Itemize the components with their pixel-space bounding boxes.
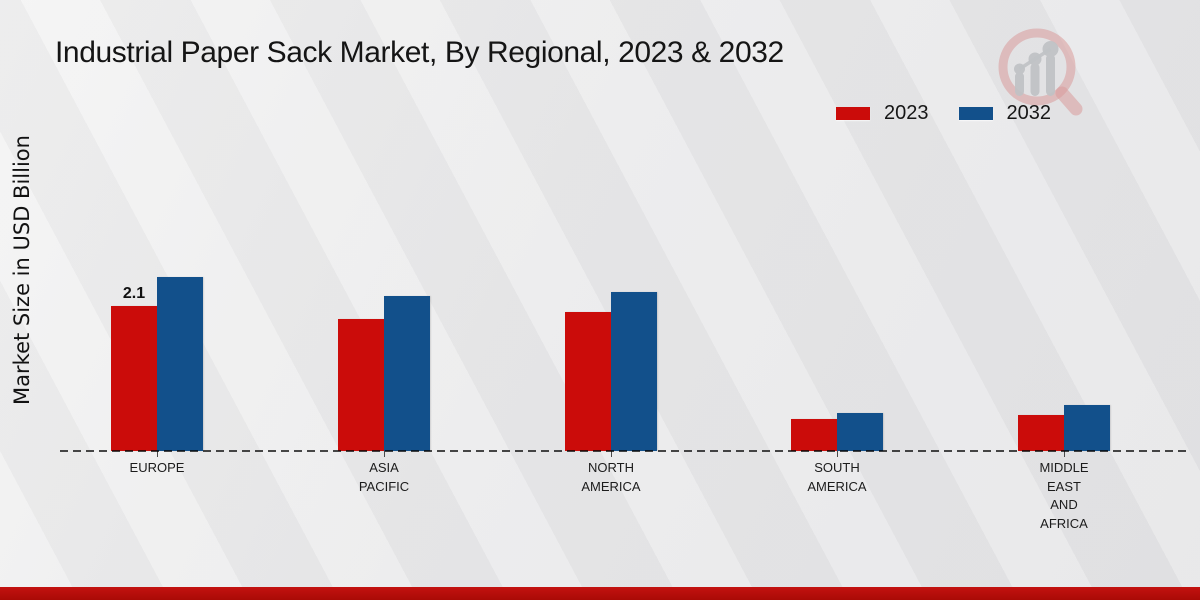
bar-2023-europe <box>111 306 157 451</box>
legend-swatch-2023-icon <box>836 107 870 120</box>
x-axis-category-label-south-america: SOUTH AMERICA <box>807 460 867 494</box>
x-axis-category-label-europe: EUROPE <box>129 460 185 475</box>
bar-2023-north-america <box>565 312 611 451</box>
bar-value-label-2023-europe: 2.1 <box>122 285 146 302</box>
x-axis-tick-middle-east-and-africa <box>1064 451 1065 457</box>
x-axis-category-label-asia-pacific: ASIA PACIFIC <box>358 460 410 494</box>
legend: 2023 2032 <box>836 102 1051 125</box>
bar-2032-middle-east-and-africa <box>1064 405 1110 451</box>
magnifier-growth-chart-logo-icon <box>998 28 1083 116</box>
chart-title: Industrial Paper Sack Market, By Regiona… <box>55 36 784 69</box>
bar-2032-south-america <box>837 413 883 451</box>
x-axis-tick-north-america <box>611 451 612 457</box>
bar-2023-middle-east-and-africa <box>1018 415 1064 451</box>
legend-label-2023: 2023 <box>884 102 929 124</box>
legend-swatch-2032-icon <box>958 107 993 120</box>
bar-2032-asia-pacific <box>384 296 430 451</box>
bottom-accent-bar <box>0 587 1200 600</box>
bar-2023-asia-pacific <box>338 319 384 451</box>
x-axis-category-label-north-america: NORTH AMERICA <box>581 460 641 494</box>
x-axis-category-label-middle-east-and-africa: MIDDLE EAST AND AFRICA <box>1039 460 1089 531</box>
x-axis-baseline <box>60 450 1190 452</box>
bar-2032-north-america <box>611 292 657 451</box>
bar-2023-south-america <box>791 419 837 451</box>
x-axis-tick-europe <box>157 451 158 457</box>
legend-label-2032: 2032 <box>1006 102 1052 124</box>
legend-item-2032: 2032 <box>958 102 1052 125</box>
legend-item-2023: 2023 <box>836 102 929 125</box>
x-axis-tick-asia-pacific <box>384 451 385 457</box>
x-axis-tick-south-america <box>837 451 838 457</box>
bar-2032-europe <box>157 277 203 451</box>
